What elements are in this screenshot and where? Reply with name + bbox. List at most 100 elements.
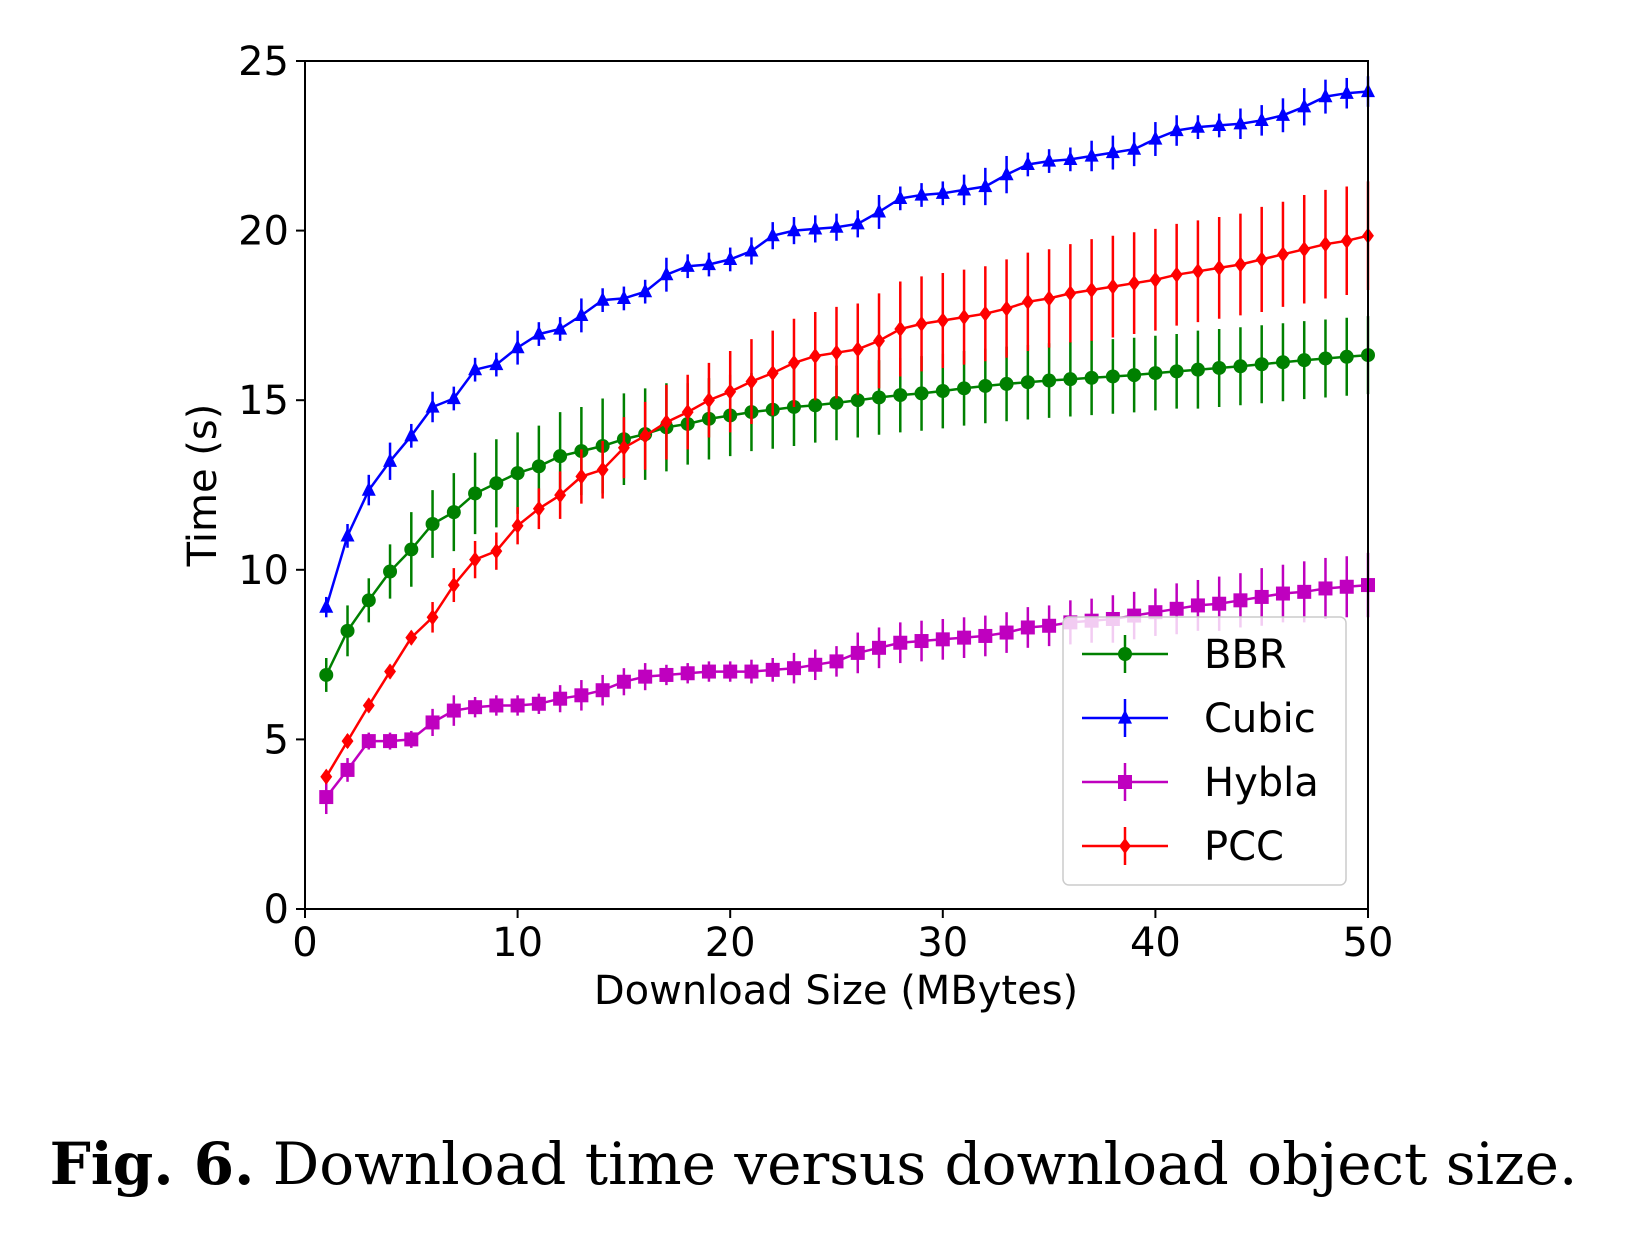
pcc-point <box>1191 263 1204 280</box>
bbr-point <box>1042 373 1057 388</box>
y-tick-label: 20 <box>238 209 289 255</box>
cubic-point <box>1084 147 1099 162</box>
x-tick-label: 40 <box>1130 920 1181 966</box>
cubic-point <box>744 242 759 257</box>
hybla-point <box>1339 579 1354 594</box>
bbr-point <box>893 388 908 403</box>
pcc-point <box>936 312 949 329</box>
cubic-point <box>361 481 376 496</box>
bbr-point <box>553 449 568 464</box>
bbr-point <box>1297 353 1312 368</box>
hybla-point <box>595 683 610 698</box>
pcc-point <box>766 365 779 382</box>
y-axis: 0 5 10 15 20 25 <box>238 39 305 933</box>
pcc-point <box>1170 266 1183 283</box>
hybla-point <box>765 662 780 677</box>
pcc-point <box>447 577 460 594</box>
cubic-point <box>425 398 440 413</box>
pcc-point <box>639 427 652 444</box>
cubic-point <box>383 452 398 467</box>
pcc-point <box>426 609 439 626</box>
hybla-point <box>340 762 355 777</box>
legend-marker-bbr <box>1118 647 1132 661</box>
hybla-point <box>680 666 695 681</box>
cubic-point <box>1127 140 1142 155</box>
bbr-point <box>1339 349 1354 364</box>
series-layer <box>319 76 1375 815</box>
pcc-point <box>1064 285 1077 302</box>
pcc-point <box>554 487 567 504</box>
legend-label-hybla: Hybla <box>1204 760 1319 806</box>
hybla-point <box>893 635 908 650</box>
legend-label-cubic: Cubic <box>1204 696 1316 742</box>
cubic-point <box>1297 98 1312 113</box>
hybla-point <box>1020 620 1035 635</box>
y-tick-label: 15 <box>238 378 289 424</box>
cubic-point <box>1254 111 1269 126</box>
caption-text: Download time versus download object siz… <box>272 1130 1578 1198</box>
hybla-point <box>1212 596 1227 611</box>
pcc-point <box>341 733 354 750</box>
cubic-point <box>1233 115 1248 130</box>
x-tick-label: 0 <box>292 920 317 966</box>
hybla-point <box>957 630 972 645</box>
bbr-point <box>957 381 972 396</box>
bbr-point <box>914 386 929 401</box>
cubic-point <box>659 266 674 281</box>
bbr-point <box>829 395 844 410</box>
cubic-point <box>701 256 716 271</box>
hybla-point <box>1169 601 1184 616</box>
bbr-point <box>404 542 419 557</box>
hybla-point <box>1233 593 1248 608</box>
cubic-point <box>914 186 929 201</box>
hybla-point <box>1190 598 1205 613</box>
hybla-point <box>978 628 993 643</box>
hybla-point <box>999 625 1014 640</box>
hybla-point <box>361 734 376 749</box>
cubic-point <box>1020 156 1035 171</box>
y-tick-label: 5 <box>264 717 289 763</box>
pcc-point <box>511 517 524 534</box>
pcc-point <box>894 320 907 338</box>
bbr-point <box>999 376 1014 391</box>
x-axis: 0 10 20 30 40 50 <box>292 909 1393 966</box>
pcc-point <box>660 414 673 431</box>
hybla-point <box>786 661 801 676</box>
legend-label-pcc: PCC <box>1204 824 1284 870</box>
cubic-point <box>893 189 908 204</box>
cubic-point <box>510 339 525 354</box>
cubic-point <box>1275 106 1290 121</box>
cubic-point <box>829 218 844 233</box>
pcc-point <box>532 500 545 517</box>
bbr-point <box>1020 375 1035 390</box>
cubic-point <box>574 307 589 321</box>
bbr-point <box>383 564 398 579</box>
legend-label-bbr: BBR <box>1204 632 1287 678</box>
bbr-point <box>510 466 525 481</box>
legend-item-bbr: BBR <box>1082 632 1287 678</box>
cubic-point <box>531 325 546 340</box>
pcc-point <box>830 344 843 361</box>
legend-item-pcc: PCC <box>1082 824 1284 870</box>
cubic-point <box>935 184 950 199</box>
hybla-point <box>914 634 929 649</box>
pcc-point <box>1340 232 1353 249</box>
bbr-point <box>978 378 993 393</box>
hybla-point <box>446 703 461 718</box>
legend-item-cubic: Cubic <box>1082 696 1316 742</box>
pcc-point <box>1106 278 1119 295</box>
cubic-point <box>319 598 334 613</box>
pcc-point <box>724 383 737 400</box>
series-hybla <box>319 552 1375 815</box>
pcc-point <box>362 697 375 714</box>
hybla-point <box>510 698 525 713</box>
bbr-point <box>446 505 461 520</box>
pcc-point <box>1234 256 1247 273</box>
pcc-point <box>1021 293 1034 310</box>
bbr-point <box>1212 360 1227 375</box>
legend: BBR Cubic Hybla PCC <box>1062 616 1347 886</box>
cubic-point <box>723 251 738 266</box>
cubic-point <box>680 257 695 272</box>
